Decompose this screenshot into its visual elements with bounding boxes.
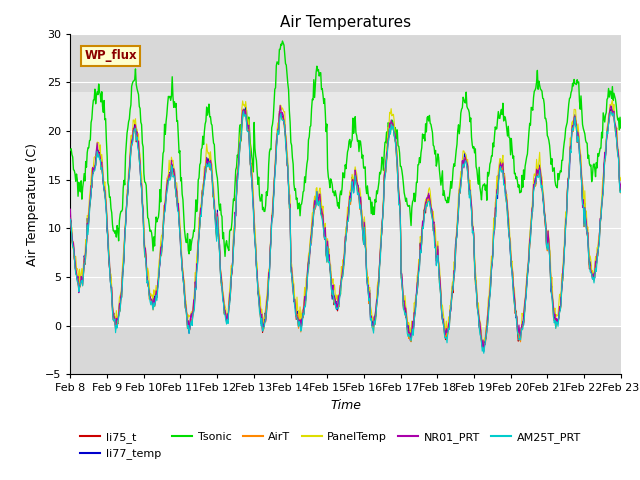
Y-axis label: Air Temperature (C): Air Temperature (C) [26,143,40,265]
Bar [70,92,621,326]
Title: Air Temperatures: Air Temperatures [280,15,411,30]
Text: WP_flux: WP_flux [84,49,137,62]
Legend: li75_t, li77_temp, Tsonic, AirT, PanelTemp, NR01_PRT, AM25T_PRT: li75_t, li77_temp, Tsonic, AirT, PanelTe… [76,428,585,464]
X-axis label: Time: Time [330,399,361,412]
